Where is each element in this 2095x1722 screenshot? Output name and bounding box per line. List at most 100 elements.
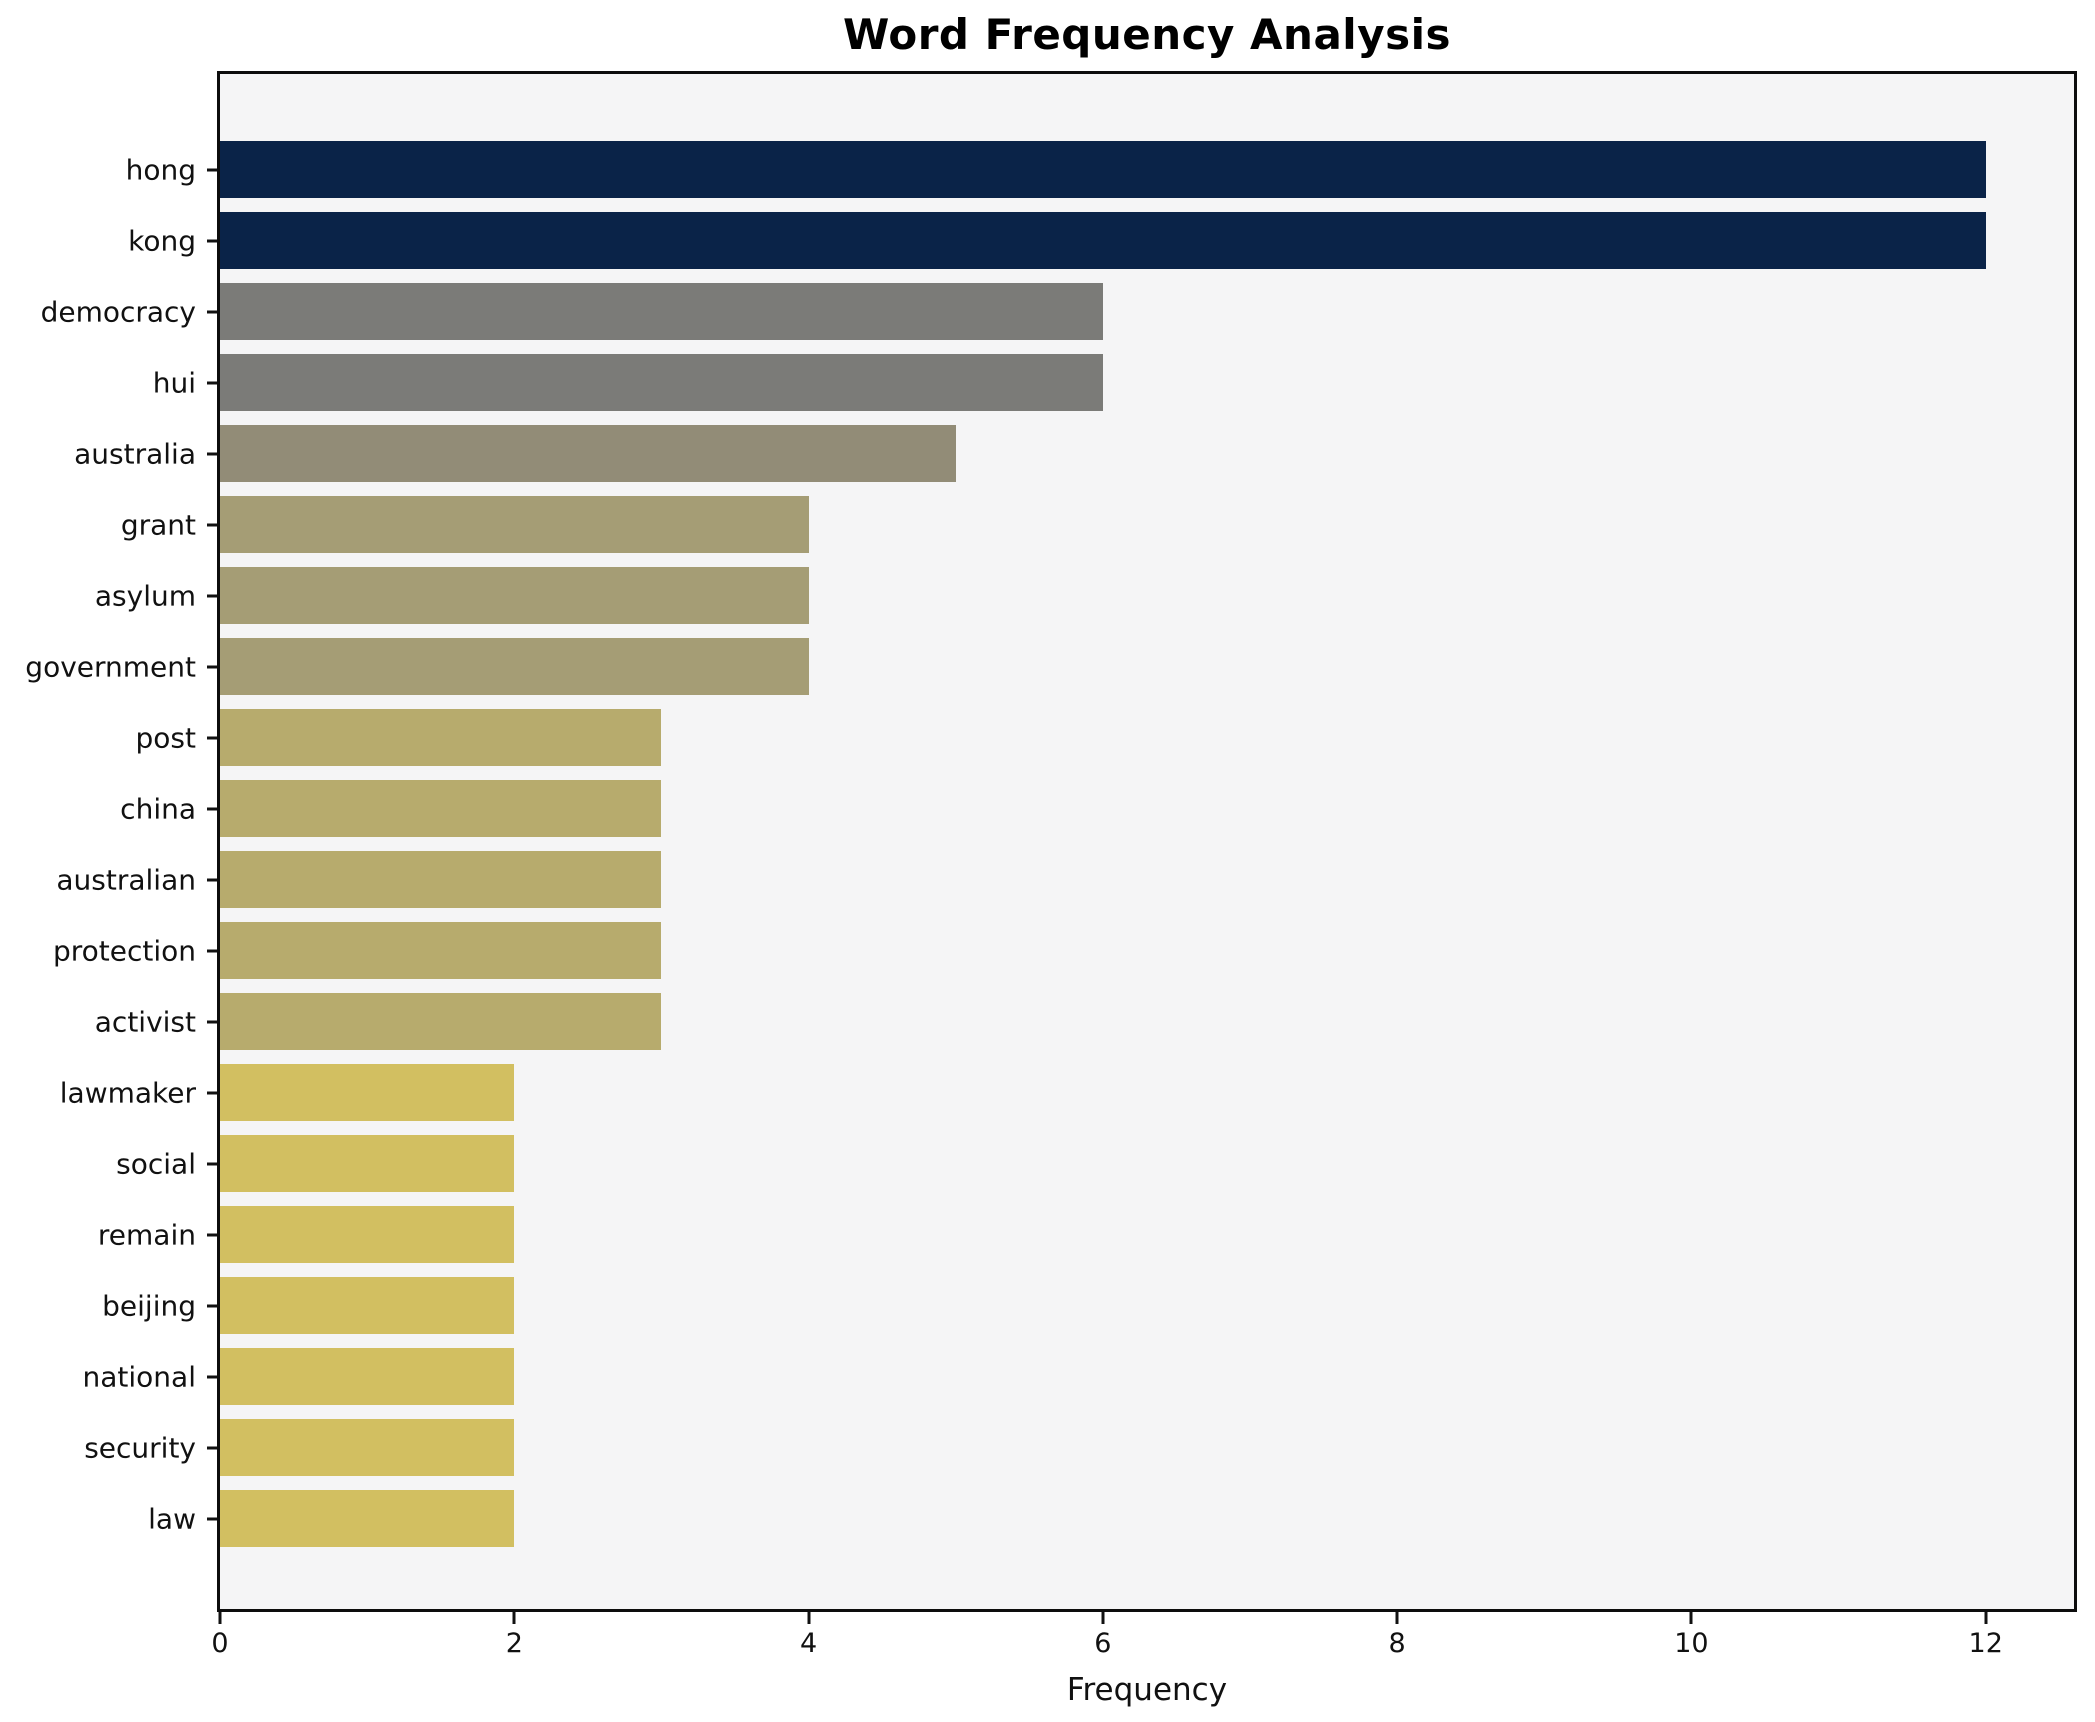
bar-remain [220,1206,515,1263]
y-tick-label: security [84,1431,196,1464]
bar-row: beijing [102,1270,2074,1341]
bar-row: china [120,773,2074,844]
bar-government [220,638,809,695]
bar-row: law [148,1483,2074,1554]
bar-row: kong [128,205,2074,276]
y-tick-label: remain [97,1218,196,1251]
y-tick-mark [207,594,217,597]
y-tick-label: post [135,721,196,754]
bar-row: australia [74,418,2074,489]
x-axis-title: Frequency [1066,1672,1228,1708]
plot-area: hong kong democracy hui australia grant asylum… [25,71,2077,1612]
x-tick-mark [1395,1612,1399,1624]
x-tick-mark [512,1612,516,1624]
bar-row: democracy [41,276,2074,347]
y-tick-label: asylum [94,579,196,612]
bar-activist [220,993,662,1050]
bar-grant [220,496,809,553]
bar-china [220,780,662,837]
y-tick-mark [207,1233,217,1236]
bar-row: grant [121,489,2074,560]
x-tick-label: 0 [211,1628,229,1659]
x-tick-label: 8 [1388,1628,1406,1659]
y-tick-label: kong [128,224,196,257]
y-tick-label: australian [56,863,196,896]
bar-australia [220,425,956,482]
y-tick-mark [207,1162,217,1165]
y-tick-mark [207,1091,217,1094]
bar-asylum [220,567,809,624]
chart-title: Word Frequency Analysis [843,10,1451,59]
bar-protection [220,922,662,979]
bar-post [220,709,662,766]
y-tick-label: social [116,1147,196,1180]
bar-democracy [220,283,1103,340]
bar-beijing [220,1277,515,1334]
y-tick-mark [207,381,217,384]
bar-row: asylum [95,560,2074,631]
bar-lawmaker [220,1064,515,1121]
y-tick-mark [207,1375,217,1378]
x-tick-label: 12 [1968,1628,2003,1659]
bar-row: hong [126,134,2074,205]
x-tick-mark [218,1612,222,1624]
bar-row: protection [53,915,2074,986]
bar-hui [220,354,1103,411]
bar-national [220,1348,515,1405]
y-tick-mark [207,310,217,313]
bar-row: remain [98,1199,2074,1270]
bar-row: post [136,702,2074,773]
bar-row: activist [95,986,2074,1057]
y-tick-mark [207,736,217,739]
y-tick-label: protection [52,934,196,967]
bar-row: australian [56,844,2074,915]
y-tick-mark [207,239,217,242]
x-tick-label: 2 [505,1628,523,1659]
y-tick-mark [207,949,217,952]
bars-container: hong kong democracy hui australia grant asylum… [25,134,2074,1554]
y-tick-label: lawmaker [59,1076,196,1109]
y-tick-label: hui [152,366,196,399]
y-tick-mark [207,665,217,668]
y-tick-label: beijing [102,1289,196,1322]
x-tick-label: 4 [799,1628,818,1659]
bar-hong [220,141,1986,198]
x-axis: 0 2 4 6 8 10 12 [211,1612,2074,1682]
y-tick-mark [207,1517,217,1520]
y-tick-mark [207,1446,217,1449]
y-tick-mark [207,807,217,810]
x-tick-mark [1689,1612,1693,1624]
y-tick-label: government [25,650,196,683]
bar-row: national [83,1341,2074,1412]
y-tick-mark [207,168,217,171]
bar-row: security [84,1412,2074,1483]
y-tick-label: democracy [40,295,196,328]
bar-row: social [116,1128,2074,1199]
bar-security [220,1419,515,1476]
bar-social [220,1135,515,1192]
y-tick-mark [207,1020,217,1023]
y-tick-label: activist [94,1005,196,1038]
x-tick-mark [1984,1612,1988,1624]
x-tick-mark [1101,1612,1105,1624]
y-tick-label: law [148,1502,196,1535]
x-tick-label: 6 [1094,1628,1112,1659]
bar-row: hui [153,347,2074,418]
x-tick-mark [807,1612,811,1624]
y-tick-mark [207,452,217,455]
bar-law [220,1490,515,1547]
y-tick-mark [207,523,217,526]
y-tick-label: australia [74,437,196,470]
bar-row: government [25,631,2074,702]
y-tick-mark [207,1304,217,1307]
bar-kong [220,212,1986,269]
y-tick-label: hong [125,153,196,186]
bar-australian [220,851,662,908]
y-tick-label: grant [120,508,196,541]
y-tick-mark [207,878,217,881]
x-tick-label: 10 [1674,1628,1709,1659]
bar-row: lawmaker [60,1057,2074,1128]
y-tick-label: national [82,1360,196,1393]
y-tick-label: china [120,792,196,825]
